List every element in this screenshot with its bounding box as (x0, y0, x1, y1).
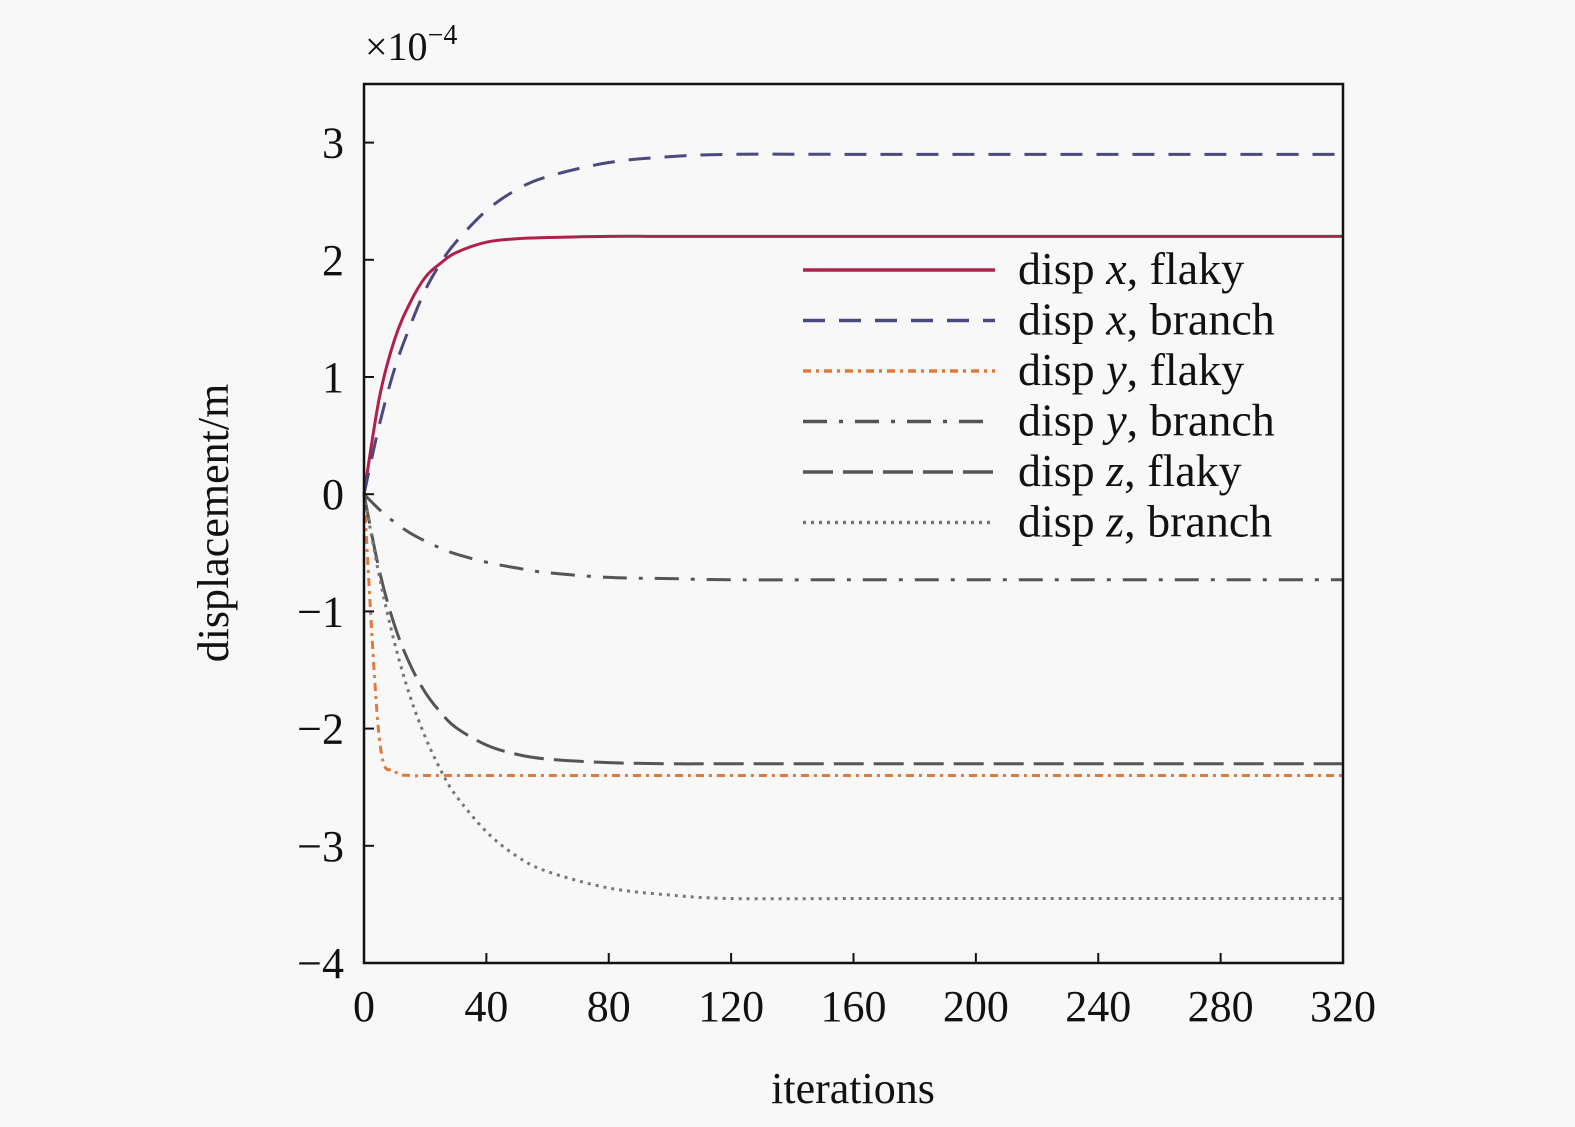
legend-label: disp y, flaky (1018, 344, 1244, 395)
x-tick-label: 40 (464, 982, 508, 1031)
y-tick-label: 0 (322, 470, 344, 519)
series-line-3 (362, 493, 1343, 582)
x-tick-label: 120 (698, 982, 764, 1031)
y-multiplier-exponent: −4 (428, 20, 458, 51)
plot-lines (362, 152, 1343, 901)
x-tick-label: 200 (943, 982, 1009, 1031)
legend-label: disp x, branch (1018, 294, 1275, 345)
y-tick-label: 1 (322, 353, 344, 402)
series-line-1 (362, 152, 1343, 495)
y-multiplier: ×10−4 (365, 20, 457, 69)
y-tick-label: −3 (297, 822, 344, 871)
x-tick-label: 320 (1310, 982, 1376, 1031)
x-tick-label: 280 (1188, 982, 1254, 1031)
x-tick-label: 0 (353, 982, 375, 1031)
legend-label: disp z, branch (1018, 496, 1272, 547)
x-tick-label: 80 (587, 982, 631, 1031)
y-axis-label: displacement/m (189, 384, 238, 663)
y-tick-label: −4 (297, 939, 344, 988)
series-line-2 (362, 494, 1343, 778)
series-line-0 (362, 234, 1343, 495)
x-tick-label: 240 (1065, 982, 1131, 1031)
axis-ticks: 0 40 80 120 160 200 240 280 320 −4 −3 −2 −1 0 1 2 3 (297, 119, 1376, 1031)
series-line-5 (362, 493, 1343, 901)
legend-label: disp x, flaky (1018, 243, 1244, 294)
y-multiplier-base: ×10 (365, 24, 428, 69)
legend-label: disp y, branch (1018, 395, 1275, 446)
x-tick-label: 160 (821, 982, 887, 1031)
y-tick-label: 2 (322, 236, 344, 285)
y-tick-label: −1 (297, 587, 344, 636)
y-tick-label: −2 (297, 705, 344, 754)
y-tick-label: 3 (322, 119, 344, 168)
x-axis-label: iterations (771, 1064, 935, 1113)
legend-label: disp z, flaky (1018, 445, 1242, 496)
series-line-4 (362, 493, 1343, 766)
